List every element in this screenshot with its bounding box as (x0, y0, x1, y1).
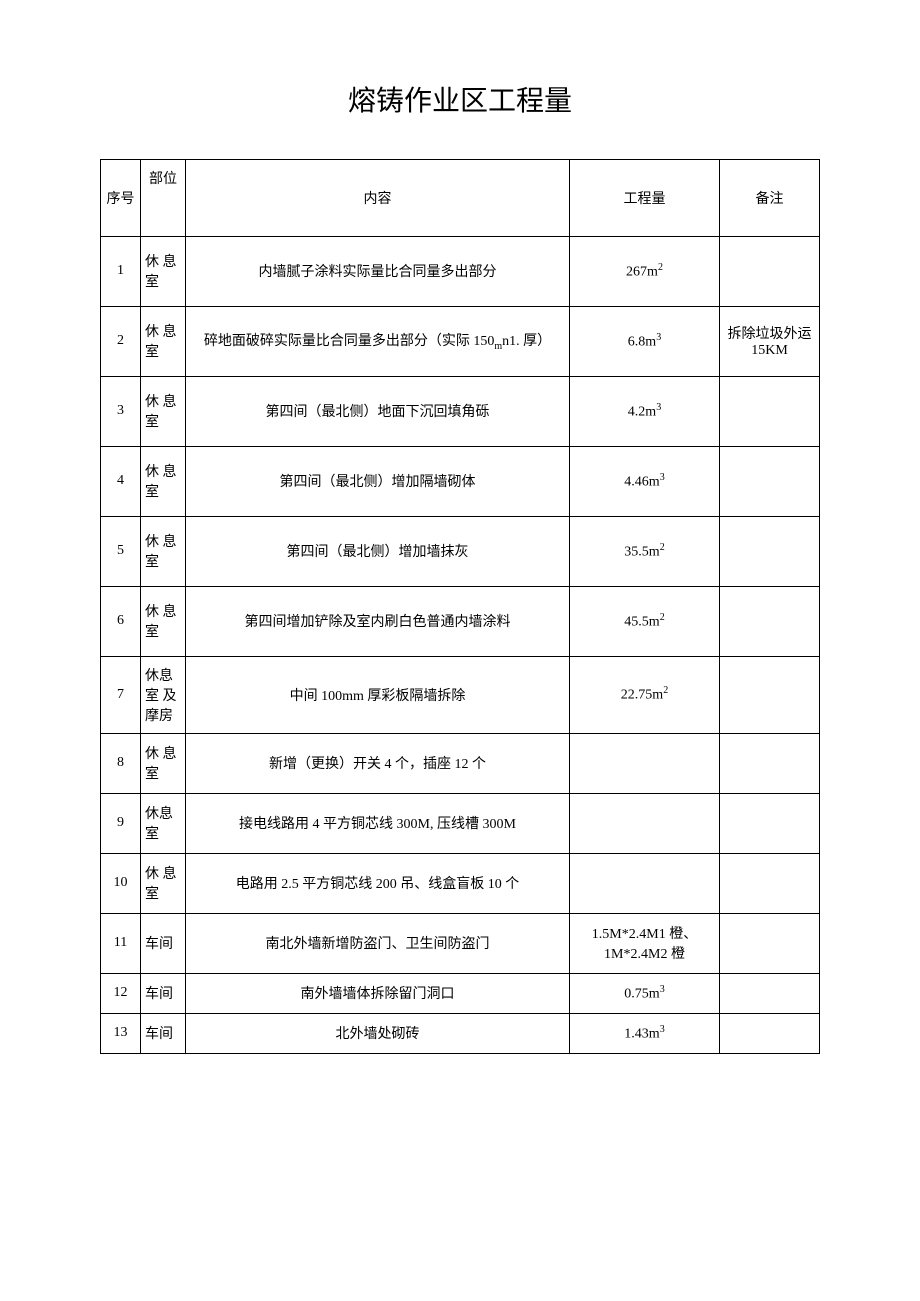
table-row: 2休 息室碎地面破碎实际量比合同量多出部分（实际 150mn1. 厚）6.8m3… (101, 306, 820, 376)
cell-quantity: 22.75m2 (570, 656, 720, 733)
table-row: 6休 息室第四间增加铲除及室内刷白色普通内墙涂料45.5m2 (101, 586, 820, 656)
cell-position: 休 息室 (141, 236, 186, 306)
cell-remark (720, 793, 820, 853)
table-row: 8休 息室新增（更换）开关 4 个，插座 12 个 (101, 733, 820, 793)
quantity-table: 序号 部位 内容 工程量 备注 1休 息室内墙腻子涂料实际量比合同量多出部分26… (100, 159, 820, 1054)
cell-remark: 拆除垃圾外运15KM (720, 306, 820, 376)
cell-quantity: 4.2m3 (570, 376, 720, 446)
cell-seq: 13 (101, 1013, 141, 1053)
cell-content: 南北外墙新增防盗门、卫生间防盗门 (186, 913, 570, 973)
cell-content: 第四间（最北侧）地面下沉回填角砾 (186, 376, 570, 446)
cell-remark (720, 1013, 820, 1053)
cell-position: 休 息室 (141, 586, 186, 656)
page-title: 熔铸作业区工程量 (100, 79, 820, 119)
table-row: 7休息室 及 摩房中间 100mm 厚彩板隔墙拆除22.75m2 (101, 656, 820, 733)
cell-seq: 2 (101, 306, 141, 376)
cell-seq: 7 (101, 656, 141, 733)
table-row: 9休息室接电线路用 4 平方铜芯线 300M, 压线槽 300M (101, 793, 820, 853)
cell-seq: 1 (101, 236, 141, 306)
table-header-row: 序号 部位 内容 工程量 备注 (101, 159, 820, 236)
header-position: 部位 (141, 159, 186, 236)
cell-content: 碎地面破碎实际量比合同量多出部分（实际 150mn1. 厚） (186, 306, 570, 376)
header-content: 内容 (186, 159, 570, 236)
cell-quantity: 1.43m3 (570, 1013, 720, 1053)
cell-content: 南外墙墙体拆除留门洞口 (186, 973, 570, 1013)
cell-content: 中间 100mm 厚彩板隔墙拆除 (186, 656, 570, 733)
cell-position: 车间 (141, 913, 186, 973)
cell-position: 休 息室 (141, 446, 186, 516)
cell-remark (720, 853, 820, 913)
cell-remark (720, 913, 820, 973)
cell-quantity (570, 793, 720, 853)
cell-seq: 12 (101, 973, 141, 1013)
cell-position: 休 息室 (141, 733, 186, 793)
cell-content: 新增（更换）开关 4 个，插座 12 个 (186, 733, 570, 793)
cell-remark (720, 733, 820, 793)
table-row: 10休 息室电路用 2.5 平方铜芯线 200 吊、线盒盲板 10 个 (101, 853, 820, 913)
cell-position: 休 息室 (141, 306, 186, 376)
cell-content: 第四间（最北侧）增加隔墙砌体 (186, 446, 570, 516)
cell-quantity: 1.5M*2.4M1 橙、1M*2.4M2 橙 (570, 913, 720, 973)
cell-content: 电路用 2.5 平方铜芯线 200 吊、线盒盲板 10 个 (186, 853, 570, 913)
cell-seq: 4 (101, 446, 141, 516)
header-seq: 序号 (101, 159, 141, 236)
cell-position: 休 息室 (141, 376, 186, 446)
cell-quantity: 0.75m3 (570, 973, 720, 1013)
table-row: 11车间南北外墙新增防盗门、卫生间防盗门1.5M*2.4M1 橙、1M*2.4M… (101, 913, 820, 973)
cell-quantity: 267m2 (570, 236, 720, 306)
table-row: 4休 息室第四间（最北侧）增加隔墙砌体4.46m3 (101, 446, 820, 516)
cell-content: 第四间（最北侧）增加墙抹灰 (186, 516, 570, 586)
cell-remark (720, 446, 820, 516)
cell-position: 车间 (141, 973, 186, 1013)
cell-seq: 10 (101, 853, 141, 913)
header-quantity: 工程量 (570, 159, 720, 236)
cell-position: 休息室 及 摩房 (141, 656, 186, 733)
cell-position: 车间 (141, 1013, 186, 1053)
cell-remark (720, 973, 820, 1013)
table-row: 3休 息室第四间（最北侧）地面下沉回填角砾4.2m3 (101, 376, 820, 446)
cell-seq: 6 (101, 586, 141, 656)
cell-remark (720, 656, 820, 733)
cell-quantity (570, 733, 720, 793)
cell-quantity (570, 853, 720, 913)
cell-position: 休 息室 (141, 516, 186, 586)
header-remark: 备注 (720, 159, 820, 236)
cell-content: 第四间增加铲除及室内刷白色普通内墙涂料 (186, 586, 570, 656)
table-row: 5休 息室第四间（最北侧）增加墙抹灰35.5m2 (101, 516, 820, 586)
cell-remark (720, 376, 820, 446)
cell-quantity: 35.5m2 (570, 516, 720, 586)
cell-quantity: 6.8m3 (570, 306, 720, 376)
table-row: 1休 息室内墙腻子涂料实际量比合同量多出部分267m2 (101, 236, 820, 306)
cell-seq: 8 (101, 733, 141, 793)
cell-seq: 11 (101, 913, 141, 973)
cell-content: 内墙腻子涂料实际量比合同量多出部分 (186, 236, 570, 306)
table-row: 12车间南外墙墙体拆除留门洞口0.75m3 (101, 973, 820, 1013)
cell-position: 休息室 (141, 793, 186, 853)
cell-quantity: 4.46m3 (570, 446, 720, 516)
cell-content: 北外墙处砌砖 (186, 1013, 570, 1053)
cell-seq: 5 (101, 516, 141, 586)
cell-position: 休 息室 (141, 853, 186, 913)
cell-remark (720, 516, 820, 586)
cell-content: 接电线路用 4 平方铜芯线 300M, 压线槽 300M (186, 793, 570, 853)
cell-seq: 9 (101, 793, 141, 853)
cell-quantity: 45.5m2 (570, 586, 720, 656)
cell-remark (720, 586, 820, 656)
table-row: 13车间北外墙处砌砖1.43m3 (101, 1013, 820, 1053)
cell-remark (720, 236, 820, 306)
cell-seq: 3 (101, 376, 141, 446)
